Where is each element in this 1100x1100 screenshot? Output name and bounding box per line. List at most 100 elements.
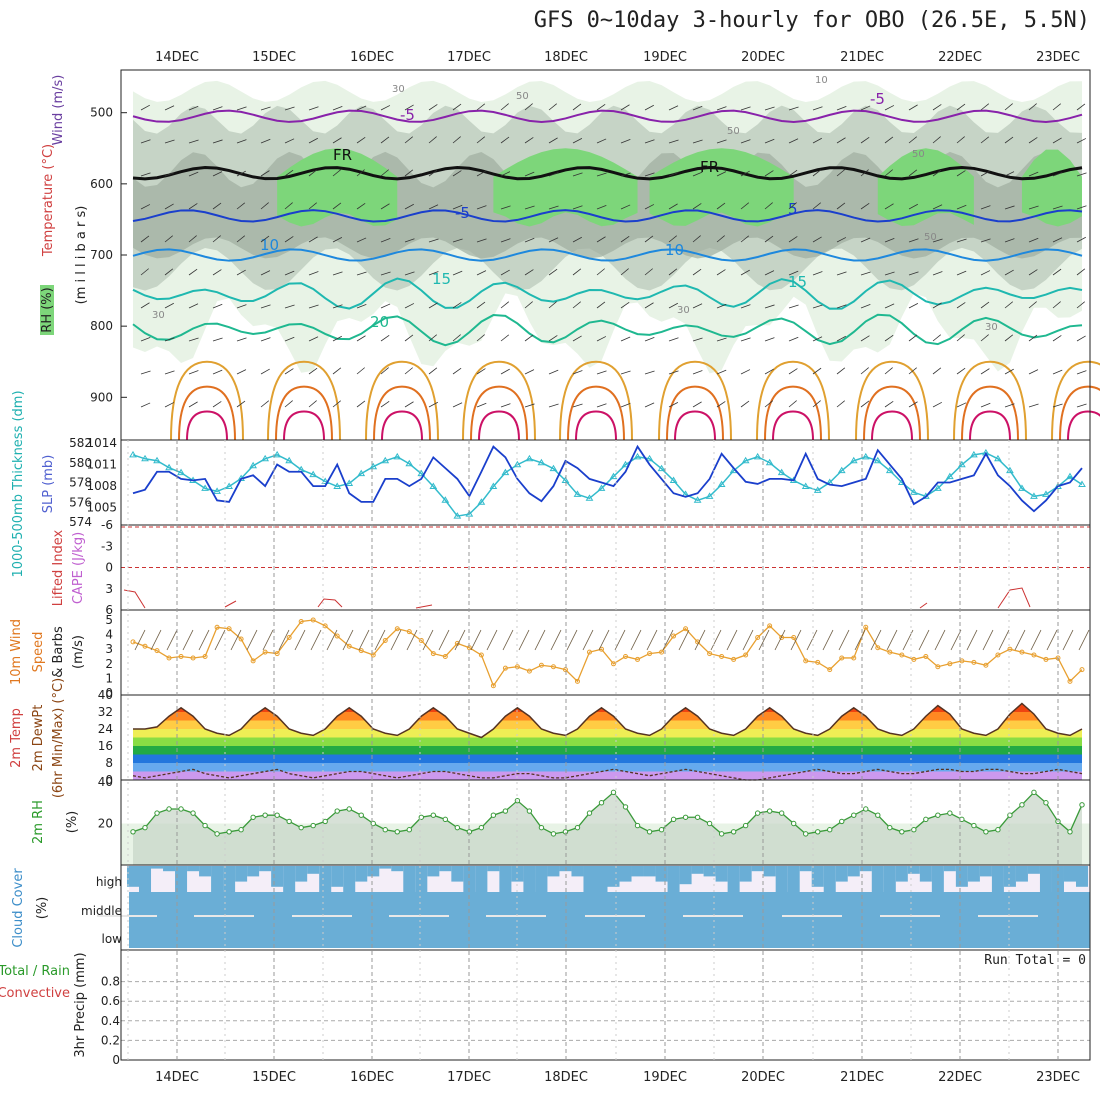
wind-barb [1004, 334, 1014, 342]
cloud-high-bar [691, 866, 704, 874]
isotherm-label: -5 [455, 204, 470, 222]
wind-barb [308, 336, 319, 342]
wind-barb [524, 334, 534, 342]
wind-barb [812, 367, 822, 375]
wind-speed-point [202, 654, 208, 659]
wind-barb [308, 367, 318, 375]
rh-contour-label: 30 [392, 84, 405, 95]
wind-barb [404, 303, 415, 309]
wind-barb [404, 104, 414, 111]
wind-speed-point [923, 654, 929, 659]
wind-barb [884, 400, 894, 408]
cloud-high-bar [463, 866, 476, 892]
temp-band [121, 695, 1090, 704]
rh-point [694, 814, 701, 820]
wind-barb [188, 171, 199, 177]
precip-tick-label: 0.4 [101, 1014, 120, 1028]
rh-point [995, 827, 1001, 833]
rh-point [718, 831, 725, 837]
wind-barb [260, 270, 271, 276]
wind-barb [236, 269, 246, 276]
wind-speed-point [791, 635, 797, 641]
wind-barb [980, 368, 990, 375]
cloud-high-bar [126, 866, 140, 887]
thickness-point [1066, 472, 1074, 480]
wind-speed-point [875, 645, 881, 651]
cloud-high-bar [619, 866, 632, 882]
wind-barb [774, 629, 786, 651]
wind-barb [596, 205, 607, 210]
wind-speed-point [142, 643, 148, 649]
wind-barb [884, 303, 895, 309]
isotherm-label: FR [333, 146, 352, 164]
isotherm-warm [871, 410, 913, 441]
wind-barb [212, 171, 223, 177]
wind-barb [500, 269, 510, 276]
wind-barb [908, 401, 918, 408]
wind-speed-point [238, 636, 244, 642]
date-label-top: 17DEC [447, 50, 491, 65]
cloud-high-bar [415, 866, 428, 892]
wind-barb [476, 238, 487, 243]
wind-barb [716, 139, 727, 144]
wind-barb [884, 334, 894, 342]
rh-point [454, 824, 461, 831]
wind-barb [188, 235, 197, 243]
isotherm-label: 15 [788, 273, 807, 291]
wind-barb [668, 268, 678, 276]
wind-speed-point [298, 618, 304, 624]
isotherm-warm [953, 360, 1027, 441]
cloud-high-bar [1015, 866, 1028, 882]
wind-barb [644, 268, 653, 276]
wind-barb [764, 138, 775, 144]
wind-barb [716, 235, 725, 243]
isotherm-warm [567, 385, 625, 441]
wind-barb [212, 139, 223, 144]
wind-tick-label: 4 [105, 628, 113, 642]
wind-barb [308, 202, 317, 210]
wind-barb [788, 236, 798, 243]
wind-barb [932, 238, 943, 243]
wind-speed-point [478, 652, 484, 658]
page-title: GFS 0~10day 3-hourly for OBO (26.5E, 5.5… [533, 8, 1090, 33]
cloud-high-bar [859, 866, 872, 872]
cloud-high-bar [931, 866, 944, 892]
wind-barb [980, 334, 989, 342]
wind-barb [956, 238, 967, 243]
rh-point [202, 822, 208, 829]
wind-barb [332, 335, 342, 342]
thickness-point [645, 454, 654, 462]
wind-barb [476, 334, 485, 342]
thickness-line [132, 452, 1083, 517]
wind-barb [518, 629, 530, 651]
thickness-point [549, 464, 558, 472]
cloud-high-bar [967, 866, 980, 882]
wind-barb [308, 137, 319, 144]
isotherm-warm [373, 385, 431, 441]
wind10-axis-label-d: (m/s) [71, 635, 86, 669]
wind-barb [164, 402, 175, 408]
wind-barb [1028, 237, 1039, 243]
wind-barb [428, 401, 438, 408]
wind-barb [404, 334, 414, 342]
cloud-high-bar [823, 866, 836, 892]
thickness-point [261, 454, 270, 462]
wind-speed-point [562, 667, 568, 673]
thickness-point [441, 496, 450, 503]
thickness-point [801, 482, 810, 489]
temp-band [133, 763, 1082, 772]
cloud-high-bar [715, 866, 728, 882]
rh-point [1031, 789, 1037, 796]
wind-barb [788, 304, 799, 309]
wind-barb [404, 136, 414, 144]
thickness-point [609, 472, 618, 480]
wind-barb [1052, 268, 1062, 276]
wind-barb [620, 172, 631, 177]
wind-barb [836, 202, 846, 210]
temp-tick-label: 0 [105, 773, 113, 787]
wind-speed-point [803, 658, 809, 664]
wind-barb [284, 138, 295, 144]
cloud-high-bar [451, 866, 464, 882]
wind-barb [716, 202, 726, 210]
